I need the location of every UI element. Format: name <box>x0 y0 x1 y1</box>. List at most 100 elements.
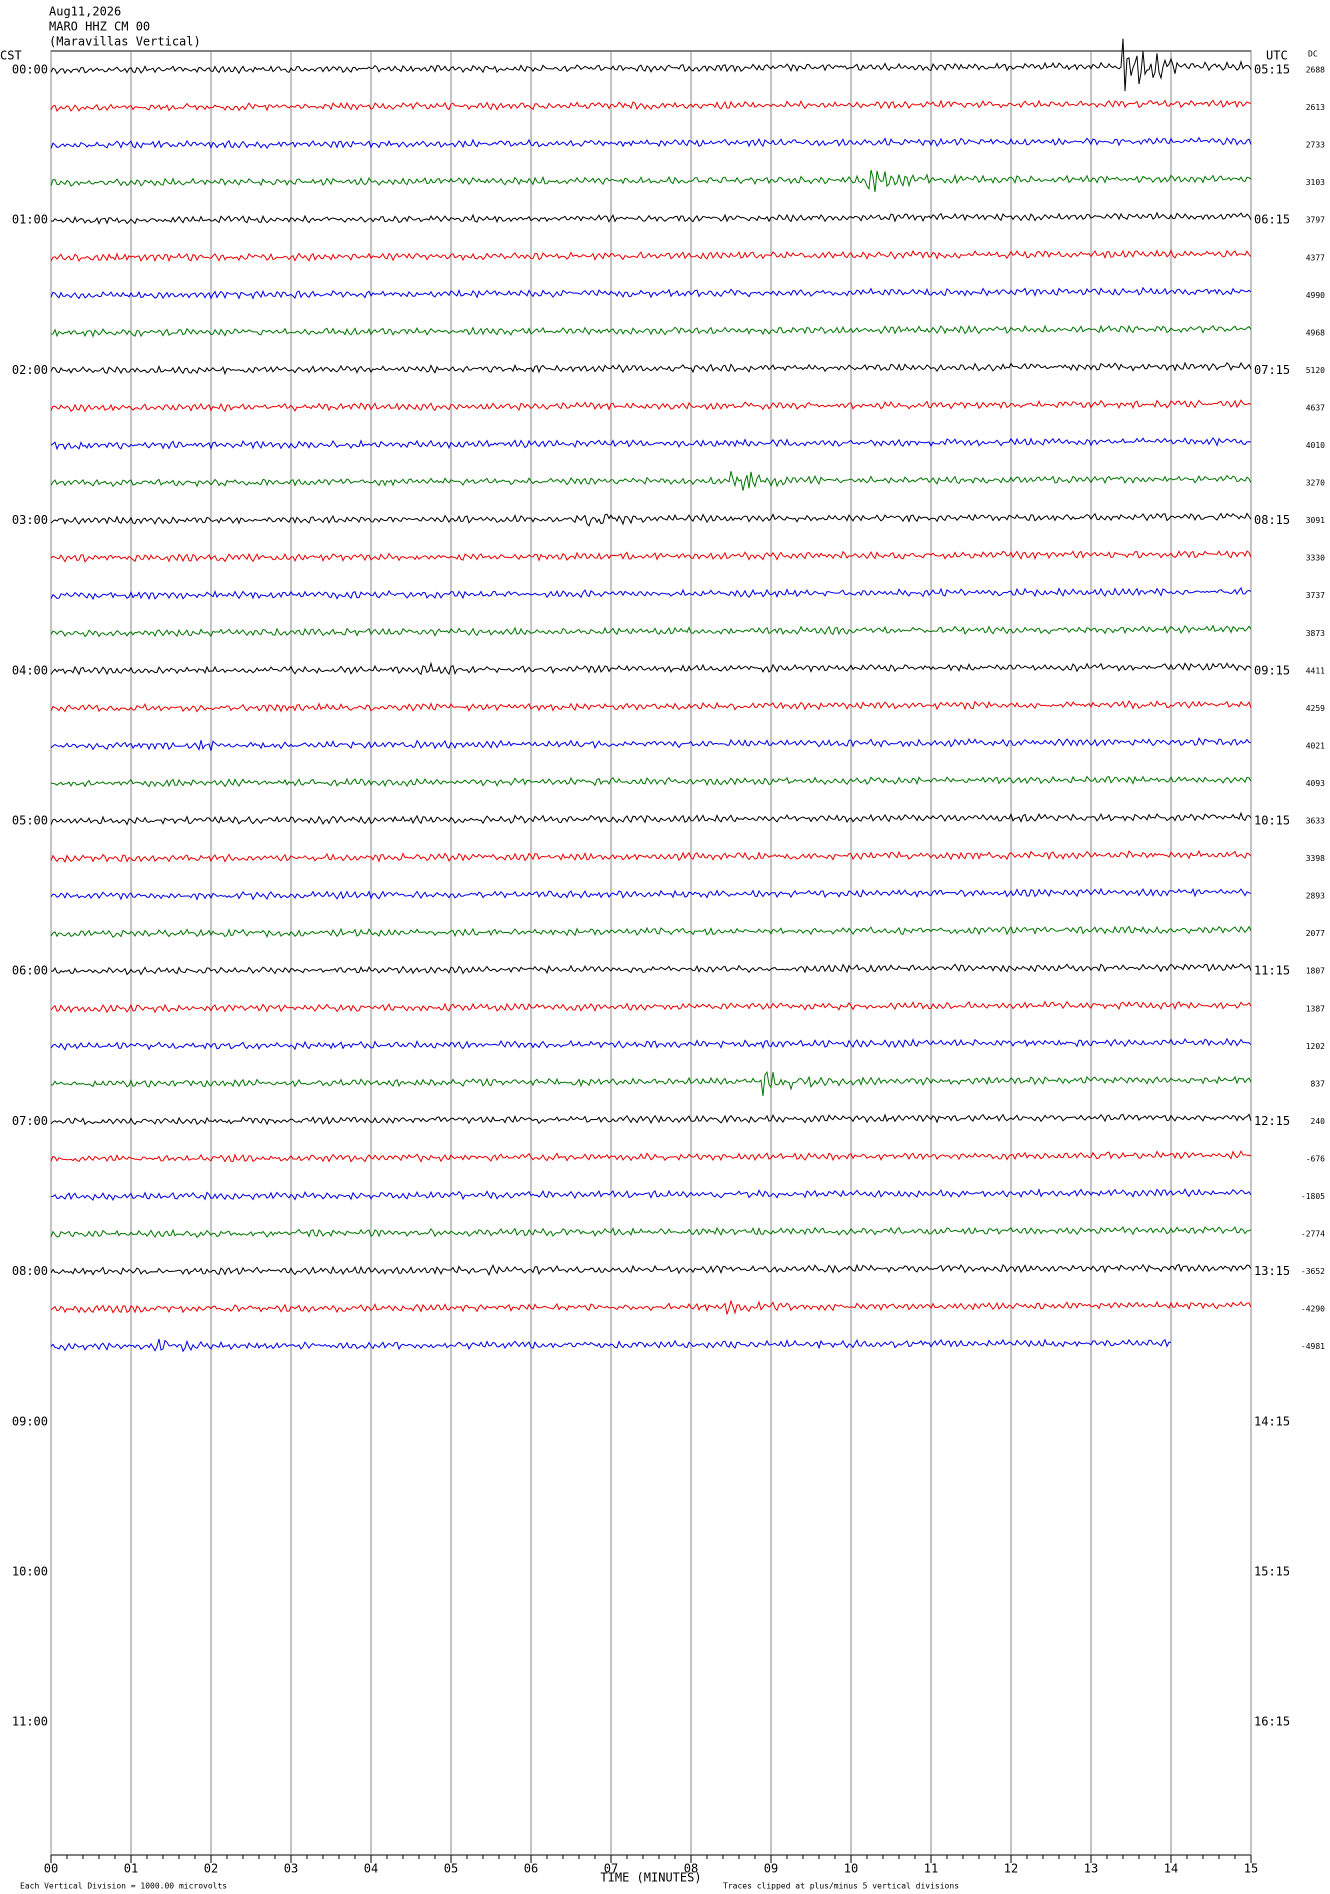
dc-value: 3270 <box>1306 479 1325 488</box>
dc-value: 1807 <box>1306 967 1325 976</box>
trace <box>50 286 1252 300</box>
left-time: 08:00 <box>12 1264 48 1278</box>
trace <box>50 1000 1252 1014</box>
trace <box>50 1150 1252 1163</box>
trace <box>50 471 1252 491</box>
trace <box>50 399 1252 413</box>
right-time: 06:15 <box>1254 213 1290 227</box>
dc-value: 4377 <box>1306 253 1325 262</box>
x-tick-label: 00 <box>44 1862 58 1876</box>
x-axis-label: TIME (MINUTES) <box>600 1871 701 1885</box>
left-time: 11:00 <box>12 1715 48 1729</box>
right-time: 13:15 <box>1254 1264 1290 1278</box>
right-time: 15:15 <box>1254 1565 1290 1579</box>
trace <box>50 99 1252 112</box>
dc-value: -1805 <box>1301 1192 1325 1201</box>
trace <box>50 849 1252 864</box>
trace <box>50 169 1252 193</box>
right-time: 12:15 <box>1254 1114 1290 1128</box>
dc-value: 4990 <box>1306 291 1325 300</box>
x-tick-label: 02 <box>204 1862 218 1876</box>
dc-value: 1202 <box>1306 1042 1325 1051</box>
dc-header: DC <box>1308 50 1318 59</box>
left-time: 10:00 <box>12 1565 48 1579</box>
x-tick-label: 13 <box>1084 1862 1098 1876</box>
left-time: 04:00 <box>12 663 48 677</box>
left-time: 01:00 <box>12 213 48 227</box>
dc-value: 4010 <box>1306 441 1325 450</box>
left-time: 05:00 <box>12 814 48 828</box>
dc-value: 2613 <box>1306 103 1325 112</box>
trace <box>50 1338 1172 1353</box>
dc-value: 2733 <box>1306 141 1325 150</box>
trace <box>50 211 1252 225</box>
left-time: 06:00 <box>12 964 48 978</box>
scale-note: Each Vertical Division = 1000.00 microvo… <box>20 1882 227 1891</box>
right-time: 05:15 <box>1254 63 1290 77</box>
dc-value: 3091 <box>1306 516 1325 525</box>
x-tick-label: 07 <box>604 1862 618 1876</box>
trace <box>50 1071 1252 1097</box>
left-time: 03:00 <box>12 513 48 527</box>
date: Aug11,2026 <box>49 5 121 19</box>
right-time: 11:15 <box>1254 964 1290 978</box>
dc-value: 3398 <box>1306 854 1325 863</box>
right-time: 07:15 <box>1254 363 1290 377</box>
left-time: 02:00 <box>12 363 48 377</box>
station: MARO HHZ CM 00 <box>49 20 150 34</box>
trace <box>50 1299 1252 1315</box>
trace <box>50 324 1252 338</box>
right-time: 14:15 <box>1254 1414 1290 1428</box>
dc-value: 3737 <box>1306 591 1325 600</box>
x-tick-label: 03 <box>284 1862 298 1876</box>
dc-value: 4637 <box>1306 403 1325 412</box>
trace <box>50 661 1252 676</box>
right-time: 09:15 <box>1254 663 1290 677</box>
right-time: 10:15 <box>1254 814 1290 828</box>
dc-value: 2688 <box>1306 66 1325 75</box>
dc-value: -3652 <box>1301 1267 1325 1276</box>
dc-value: 240 <box>1311 1117 1326 1126</box>
clip-note: Traces clipped at plus/minus 5 vertical … <box>723 1882 959 1891</box>
right-time: 16:15 <box>1254 1715 1290 1729</box>
x-tick-label: 15 <box>1244 1862 1258 1876</box>
trace <box>50 1037 1252 1051</box>
dc-value: 4093 <box>1306 779 1325 788</box>
dc-value: 4021 <box>1306 741 1325 750</box>
left-time: 09:00 <box>12 1414 48 1428</box>
x-tick-label: 08 <box>684 1862 698 1876</box>
left-zone: CST <box>0 49 22 63</box>
left-time: 07:00 <box>12 1114 48 1128</box>
dc-value: 2893 <box>1306 892 1325 901</box>
dc-value: -4290 <box>1301 1305 1325 1314</box>
trace <box>50 1225 1252 1239</box>
dc-value: -4981 <box>1301 1342 1325 1351</box>
trace <box>50 512 1252 527</box>
dc-value: -676 <box>1306 1154 1325 1163</box>
trace <box>50 700 1252 713</box>
trace <box>50 550 1252 563</box>
trace <box>50 925 1252 939</box>
dc-value: 3330 <box>1306 554 1325 563</box>
trace <box>50 586 1252 601</box>
trace <box>50 1113 1252 1126</box>
dc-value: 3633 <box>1306 817 1325 826</box>
trace <box>50 436 1252 451</box>
dc-value: 3873 <box>1306 629 1325 638</box>
trace <box>50 136 1252 150</box>
dc-value: -2774 <box>1301 1230 1325 1239</box>
x-tick-label: 09 <box>764 1862 778 1876</box>
x-tick-label: 06 <box>524 1862 538 1876</box>
trace <box>50 811 1252 826</box>
trace <box>50 624 1252 638</box>
trace <box>50 963 1252 976</box>
x-tick-label: 14 <box>1164 1862 1178 1876</box>
dc-value: 5120 <box>1306 366 1325 375</box>
trace <box>50 736 1252 751</box>
dc-value: 3797 <box>1306 216 1325 225</box>
dc-value: 4411 <box>1306 666 1325 675</box>
x-tick-label: 11 <box>924 1862 938 1876</box>
trace <box>50 38 1252 92</box>
